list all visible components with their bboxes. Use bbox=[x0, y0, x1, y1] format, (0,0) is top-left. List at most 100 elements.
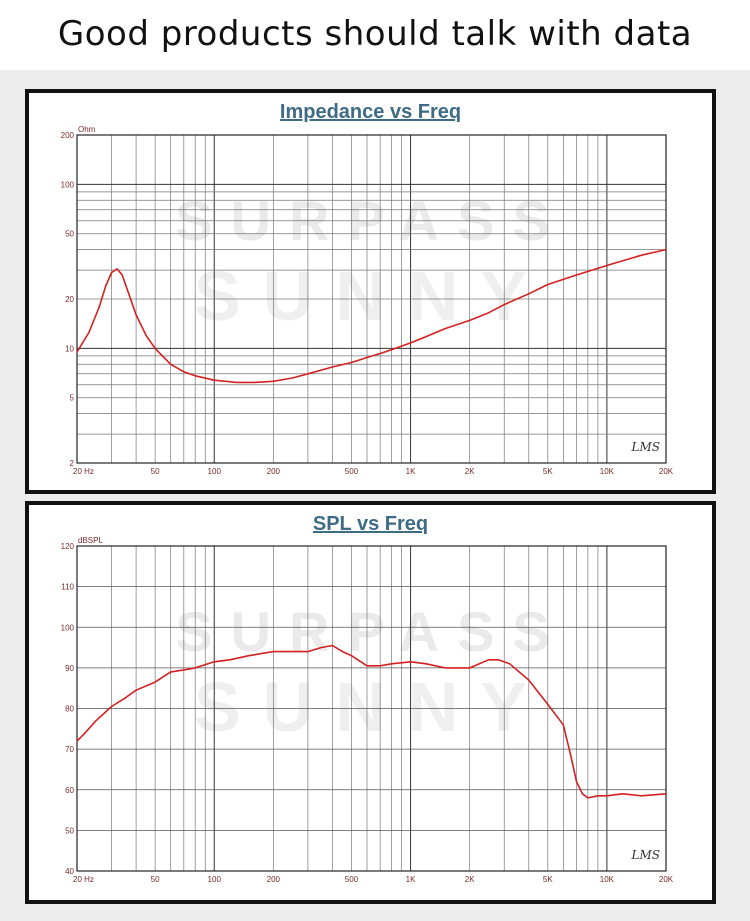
data-point bbox=[425, 663, 427, 665]
y-tick-label: 20 bbox=[65, 295, 74, 304]
data-point bbox=[469, 319, 471, 321]
data-point bbox=[154, 681, 156, 683]
data-point bbox=[88, 331, 90, 334]
y-tick-label: 90 bbox=[65, 664, 74, 673]
spl-chart-title: SPL vs Freq bbox=[312, 513, 429, 535]
data-point bbox=[640, 254, 643, 256]
y-tick-label: 100 bbox=[61, 180, 75, 189]
data-point bbox=[503, 304, 505, 306]
data-point bbox=[562, 724, 564, 726]
y-tick-label: 110 bbox=[61, 583, 74, 592]
y-tick-label: 2 bbox=[70, 459, 75, 468]
data-point bbox=[213, 379, 215, 381]
spl-chart-panel: SPL vs Freq SURPASS SUNNY 20 Hz 50 100 200 500… bbox=[25, 501, 716, 904]
y-tick-label: 80 bbox=[65, 705, 74, 714]
data-point bbox=[665, 793, 667, 795]
data-point bbox=[606, 795, 608, 797]
data-point bbox=[307, 651, 309, 653]
plot-area-border bbox=[76, 545, 667, 872]
x-tick-label: 2K bbox=[465, 875, 475, 884]
data-point bbox=[76, 351, 78, 353]
x-tick-label: 50 bbox=[151, 467, 160, 476]
y-tick-label: 50 bbox=[65, 826, 74, 835]
x-tick-label: 100 bbox=[208, 467, 222, 476]
watermark-line-1: SURPASS bbox=[175, 600, 568, 663]
data-point bbox=[587, 797, 589, 799]
x-tick-label: 1K bbox=[406, 875, 416, 884]
data-point bbox=[291, 377, 293, 379]
data-point bbox=[183, 669, 185, 671]
data-point bbox=[121, 274, 123, 276]
data-point bbox=[621, 793, 624, 795]
data-point bbox=[497, 659, 499, 661]
data-point bbox=[84, 732, 86, 734]
plot-area-border bbox=[76, 134, 667, 464]
x-tick-label: 2K bbox=[465, 467, 475, 476]
y-tick-label: 200 bbox=[61, 131, 75, 140]
data-point bbox=[597, 795, 599, 797]
data-point bbox=[248, 655, 250, 657]
data-point bbox=[606, 264, 608, 267]
data-point bbox=[341, 651, 344, 653]
data-curve bbox=[76, 644, 667, 799]
data-point bbox=[581, 793, 584, 795]
y-axis-unit-label: Ohm bbox=[78, 125, 96, 134]
x-tick-label: 50 bbox=[151, 875, 160, 884]
data-point bbox=[194, 375, 196, 377]
data-point bbox=[170, 363, 172, 365]
data-point bbox=[253, 381, 255, 383]
data-point bbox=[331, 644, 333, 647]
data-point bbox=[390, 349, 393, 351]
x-tick-label: 200 bbox=[267, 467, 281, 476]
x-tick-label: 500 bbox=[345, 875, 359, 884]
data-point bbox=[229, 659, 231, 661]
data-point bbox=[444, 667, 446, 669]
x-tick-label: 200 bbox=[267, 875, 281, 884]
data-point bbox=[379, 665, 381, 667]
data-point bbox=[76, 740, 78, 742]
data-point bbox=[170, 671, 172, 673]
data-point bbox=[320, 647, 322, 649]
x-tick-label: 5K bbox=[543, 467, 553, 476]
y-tick-label: 60 bbox=[65, 786, 74, 795]
x-tick-label: 100 bbox=[208, 875, 222, 884]
impedance-chart-title: Impedance vs Freq bbox=[279, 101, 462, 123]
data-point bbox=[366, 665, 368, 667]
data-point bbox=[366, 356, 368, 359]
x-tick-label: 1K bbox=[406, 467, 416, 476]
data-point bbox=[135, 689, 137, 691]
y-tick-label: 70 bbox=[65, 745, 74, 754]
data-point bbox=[105, 285, 107, 287]
data-point bbox=[307, 373, 309, 375]
x-tick-label: 500 bbox=[345, 467, 359, 476]
watermark-line-2: SUNNY bbox=[194, 668, 549, 746]
data-point bbox=[528, 679, 530, 681]
data-point bbox=[575, 274, 578, 276]
x-tick-label: 10K bbox=[600, 875, 615, 884]
data-point bbox=[665, 249, 667, 251]
impedance-chart-panel: Impedance vs Freq SURPASS SUNNY 20 Hz 50 100… bbox=[25, 89, 716, 494]
page-title: Good products should talk with data bbox=[57, 14, 693, 54]
data-point bbox=[488, 659, 490, 661]
data-point bbox=[547, 703, 549, 705]
x-tick-label: 10K bbox=[600, 467, 615, 476]
data-point bbox=[272, 380, 274, 382]
data-point bbox=[444, 328, 446, 330]
data-point bbox=[425, 336, 427, 338]
data-point bbox=[331, 366, 333, 368]
data-point bbox=[183, 371, 185, 373]
data-point bbox=[124, 697, 126, 699]
data-point bbox=[528, 293, 530, 295]
data-point bbox=[547, 283, 549, 286]
data-point bbox=[116, 268, 118, 270]
data-point bbox=[154, 347, 156, 349]
x-tick-label: 20K bbox=[659, 467, 674, 476]
watermark-line-2: SUNNY bbox=[194, 257, 549, 335]
data-point bbox=[194, 667, 196, 669]
data-point bbox=[98, 305, 100, 308]
y-tick-label: 100 bbox=[61, 623, 75, 632]
grid bbox=[76, 545, 667, 872]
data-point bbox=[291, 651, 293, 653]
